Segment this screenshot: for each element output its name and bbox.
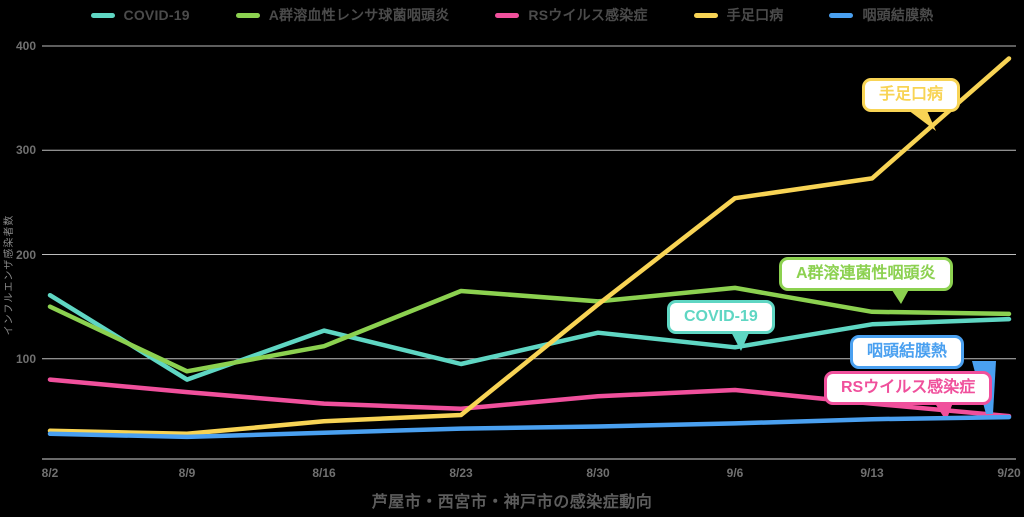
series-line-1[interactable] [47,285,1012,374]
legend-item-0[interactable]: COVID-19 [90,7,190,23]
legend-swatch-icon [829,12,854,18]
legend-label: 手足口病 [726,7,784,23]
annotation-pill-1: A群溶連菌性咽頭炎 [779,257,953,291]
x-tick-9-20: 9/20 [997,466,1021,480]
chart-title: 芦屋市・西宮市・神戸市の感染症動向 [371,494,653,511]
series-line-3[interactable] [47,56,1012,437]
y-tick-300: 300 [15,143,36,158]
x-tick-8-30: 8/30 [586,466,610,480]
annotation-pill-0: 手足口病 [862,78,961,112]
x-tick-9-6: 9/6 [726,466,744,480]
legend-label: COVID-19 [123,7,190,23]
annotation-pill-3: 咽頭結膜熱 [850,335,965,369]
legend-swatch-icon [693,12,718,18]
annotation-pill-4: RSウイルス感染症 [824,371,993,405]
legend-label: 咽頭結膜熱 [862,7,934,23]
series-line-4[interactable] [47,414,1012,440]
legend-swatch-icon [495,12,520,18]
legend-swatch-icon [90,12,115,18]
x-tick-8-16: 8/16 [312,466,336,480]
annotation-pill-2: COVID-19 [667,300,775,334]
legend-swatch-icon [235,12,260,18]
legend-label: RSウイルス感染症 [528,7,648,23]
series-line-0[interactable] [47,292,1012,382]
legend-item-4[interactable]: 咽頭結膜熱 [829,5,933,25]
legend-label: A群溶血性レンサ球菌咽頭炎 [268,7,450,23]
x-tick-8-2: 8/2 [41,466,59,480]
legend-item-2[interactable]: RSウイルス感染症 [495,5,647,25]
y-tick-200: 200 [15,247,36,262]
legend-item-1[interactable]: A群溶血性レンサ球菌咽頭炎 [235,5,450,25]
x-tick-9-13: 9/13 [860,466,884,480]
y-tick-100: 100 [15,351,36,366]
chart-legend: COVID-19 A群溶血性レンサ球菌咽頭炎 RSウイルス感染症 手足口病 咽頭結膜熱 [0,4,1024,26]
y-tick-400: 400 [15,39,36,53]
legend-item-3[interactable]: 手足口病 [693,5,784,25]
x-tick-8-9: 8/9 [178,466,196,480]
x-tick-8-23: 8/23 [449,466,473,480]
